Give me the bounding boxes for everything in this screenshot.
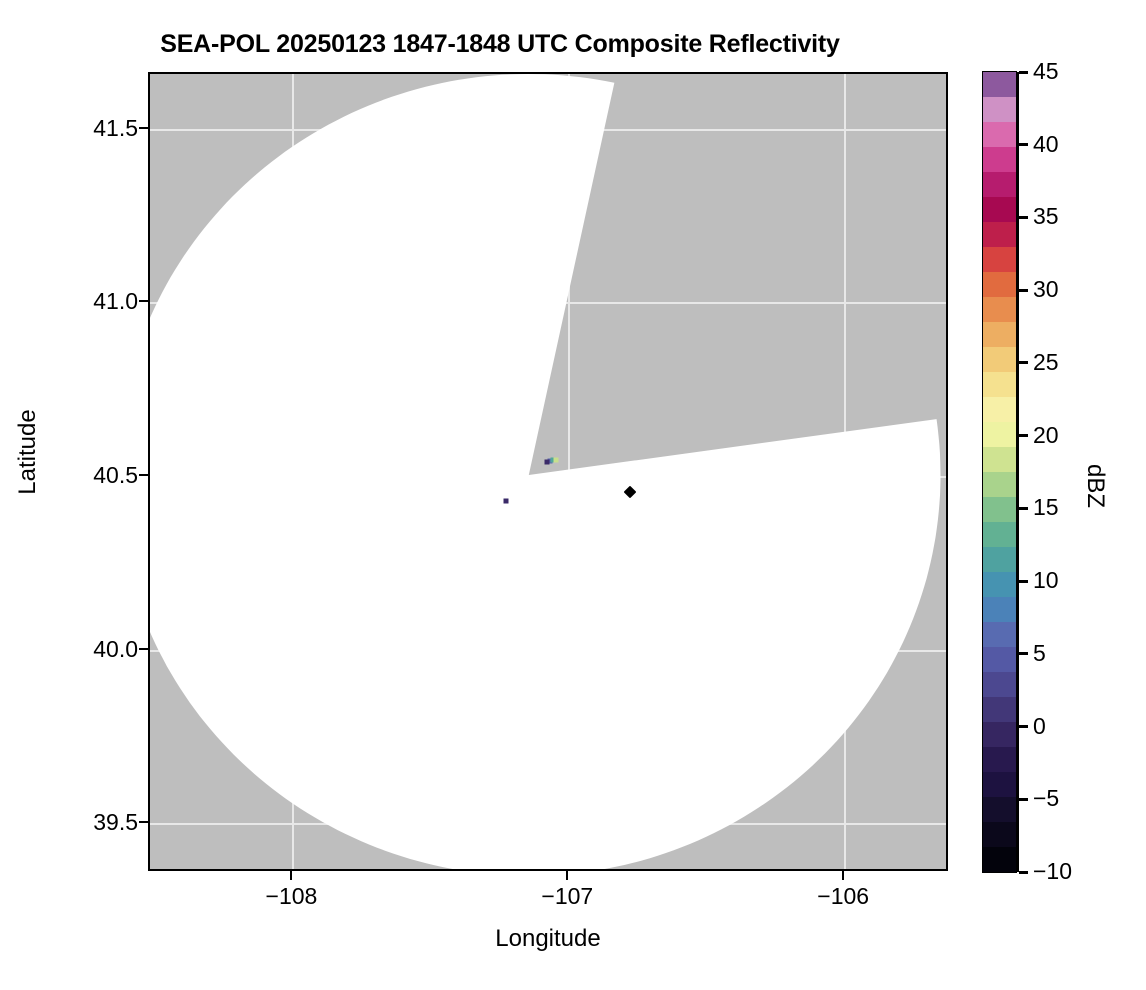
y-axis-label: Latitude <box>14 409 41 495</box>
x-axis-ticks: −108 −107 −106 <box>148 871 948 931</box>
y-axis-tick-mark <box>139 126 148 129</box>
colorbar-tick-label: 45 <box>1033 58 1059 84</box>
radar-coverage-area <box>150 74 941 869</box>
reflectivity-echo-pixel <box>544 459 550 465</box>
colorbar-tick-mark <box>1019 725 1028 729</box>
colorbar-swatch <box>983 272 1016 297</box>
colorbar-swatch <box>983 197 1016 222</box>
x-axis-tick-label: −106 <box>817 883 870 909</box>
reflectivity-echo-pixel <box>503 498 509 504</box>
colorbar-swatch <box>983 797 1016 822</box>
colorbar-swatch <box>983 447 1016 472</box>
y-axis-tick-label: 39.5 <box>93 809 138 836</box>
colorbar-tick-mark <box>1019 434 1028 438</box>
x-axis-tick-mark <box>290 871 293 880</box>
colorbar-tick-mark <box>1019 506 1028 510</box>
colorbar-swatch <box>983 147 1016 172</box>
reflectivity-echo-pixel <box>553 457 559 463</box>
colorbar-axis-line <box>1016 72 1019 872</box>
x-axis-tick-label: −107 <box>541 883 594 909</box>
colorbar-tick-mark <box>1019 870 1028 874</box>
colorbar-tick-label: 0 <box>1033 712 1046 739</box>
colorbar-swatch <box>983 722 1016 747</box>
colorbar: −10 −5 0 5 10 15 20 25 30 35 40 45 dBZ <box>982 60 1143 883</box>
colorbar-swatch <box>983 697 1016 722</box>
colorbar-swatch <box>983 572 1016 597</box>
colorbar-tick-mark <box>1019 288 1028 292</box>
y-axis-tick-label: 40.5 <box>93 461 138 488</box>
colorbar-swatch <box>983 247 1016 272</box>
data-overlay <box>150 74 946 869</box>
colorbar-swatch <box>983 772 1016 797</box>
colorbar-tick-label: 5 <box>1033 639 1046 666</box>
colorbar-tick-label: −5 <box>1033 785 1060 812</box>
colorbar-swatch <box>983 472 1016 497</box>
colorbar-swatch <box>983 747 1016 772</box>
y-axis-tick-mark <box>139 300 148 303</box>
colorbar-swatch <box>983 97 1016 122</box>
colorbar-swatch <box>983 597 1016 622</box>
x-axis-tick-mark <box>842 871 845 880</box>
page-title: SEA-POL 20250123 1847-1848 UTC Composite… <box>160 30 840 58</box>
y-axis-tick-mark <box>139 473 148 476</box>
colorbar-tick-label: 40 <box>1033 130 1059 157</box>
map-panel-inner <box>150 74 946 869</box>
colorbar-tick-label: −10 <box>1033 858 1073 884</box>
x-axis-label: Longitude <box>495 925 601 952</box>
y-axis-tick-label: 40.0 <box>93 635 138 662</box>
colorbar-swatch <box>983 522 1016 547</box>
colorbar-tick-label: 20 <box>1033 421 1059 448</box>
colorbar-tick-label: 15 <box>1033 494 1059 521</box>
x-axis-tick-label: −108 <box>265 883 318 909</box>
colorbar-tick-label: 30 <box>1033 276 1059 303</box>
reflectivity-echo-pixel <box>547 458 553 464</box>
colorbar-swatch <box>983 397 1016 422</box>
colorbar-swatch <box>983 847 1016 872</box>
x-axis-tick-mark <box>566 871 569 880</box>
colorbar-tick-label: 10 <box>1033 567 1059 594</box>
colorbar-swatch <box>983 497 1016 522</box>
y-axis-tick-label: 41.5 <box>93 114 138 141</box>
colorbar-swatch <box>983 547 1016 572</box>
colorbar-tick-mark <box>1019 797 1028 801</box>
colorbar-tick-mark <box>1019 143 1028 147</box>
reflectivity-echo-pixel <box>550 457 556 463</box>
y-axis-tick-mark <box>139 647 148 650</box>
colorbar-label: dBZ <box>1082 463 1109 508</box>
colorbar-swatch <box>983 322 1016 347</box>
colorbar-tick-label: 35 <box>1033 203 1059 230</box>
y-axis-ticks: 39.5 40.0 40.5 41.0 41.5 <box>38 72 148 871</box>
colorbar-swatch <box>983 622 1016 647</box>
colorbar-tick-mark <box>1019 652 1028 656</box>
colorbar-swatch <box>983 347 1016 372</box>
colorbar-swatch <box>983 647 1016 672</box>
map-panel[interactable] <box>148 72 948 871</box>
colorbar-gradient <box>982 71 1017 873</box>
colorbar-swatch <box>983 822 1016 847</box>
colorbar-swatch <box>983 122 1016 147</box>
colorbar-tick-mark <box>1019 215 1028 219</box>
colorbar-tick-mark <box>1019 361 1028 365</box>
y-axis-tick-mark <box>139 821 148 824</box>
colorbar-tick-mark <box>1019 579 1028 583</box>
colorbar-swatch <box>983 222 1016 247</box>
colorbar-tick-mark <box>1019 70 1028 74</box>
colorbar-tick-label: 25 <box>1033 348 1059 375</box>
colorbar-swatch <box>983 422 1016 447</box>
colorbar-swatch <box>983 672 1016 697</box>
colorbar-swatch <box>983 172 1016 197</box>
colorbar-swatch <box>983 72 1016 97</box>
colorbar-swatch <box>983 297 1016 322</box>
colorbar-swatch <box>983 372 1016 397</box>
y-axis-tick-label: 41.0 <box>93 288 138 315</box>
site-marker[interactable] <box>623 485 637 499</box>
